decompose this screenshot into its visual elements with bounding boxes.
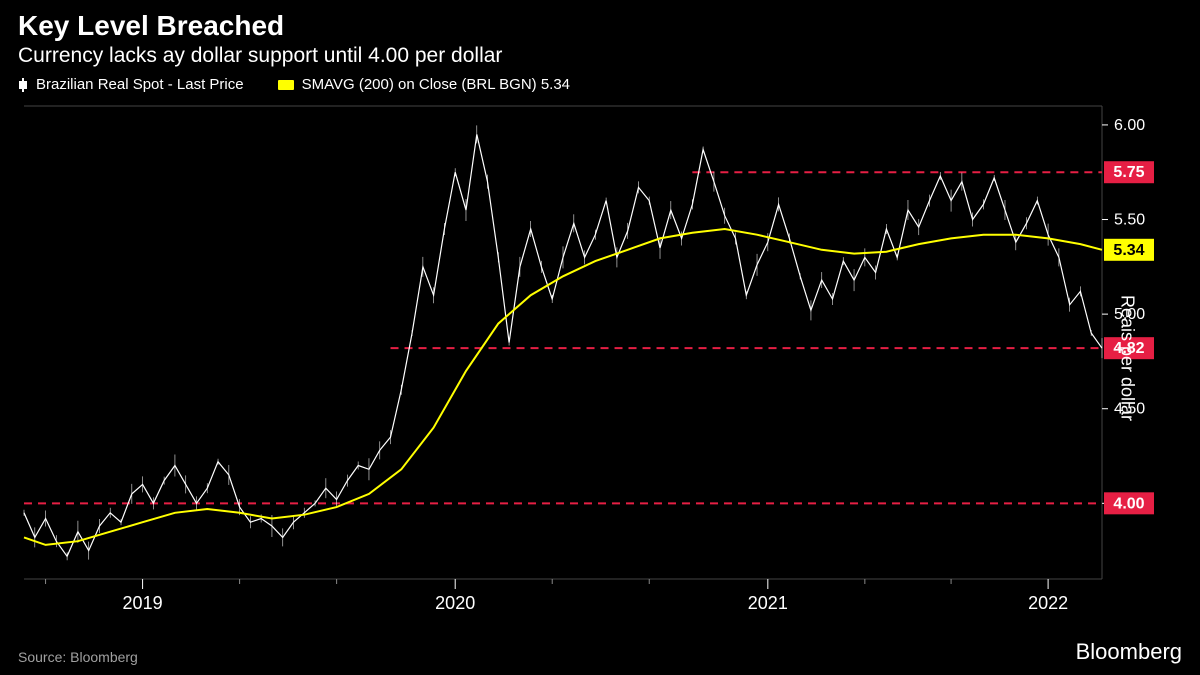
candle-icon <box>18 78 28 92</box>
svg-text:4.00: 4.00 <box>1113 495 1144 512</box>
svg-text:5.34: 5.34 <box>1113 242 1144 259</box>
chart-svg: 4.004.505.005.506.0020192020202120224.00… <box>18 100 1182 615</box>
chart-subtitle: Currency lacks ay dollar support until 4… <box>18 44 1182 68</box>
svg-text:2021: 2021 <box>748 593 788 613</box>
chart-legend: Brazilian Real Spot - Last Price SMAVG (… <box>0 72 1200 95</box>
source-label: Source: Bloomberg <box>18 649 138 665</box>
svg-text:6.00: 6.00 <box>1114 117 1145 134</box>
y-axis-label: Reais per dollar <box>1116 294 1137 420</box>
legend-series-1: Brazilian Real Spot - Last Price <box>36 76 244 93</box>
svg-text:2019: 2019 <box>123 593 163 613</box>
legend-series-2: SMAVG (200) on Close (BRL BGN) 5.34 <box>302 76 570 93</box>
brand-label: Bloomberg <box>1076 639 1182 665</box>
svg-text:5.75: 5.75 <box>1113 164 1144 181</box>
svg-text:2020: 2020 <box>435 593 475 613</box>
chart-header: Key Level Breached Currency lacks ay dol… <box>0 0 1200 72</box>
chart-footer: Source: Bloomberg Bloomberg <box>18 639 1182 665</box>
svg-text:5.50: 5.50 <box>1114 212 1145 229</box>
svg-text:2022: 2022 <box>1028 593 1068 613</box>
chart-area: 4.004.505.005.506.0020192020202120224.00… <box>18 100 1182 615</box>
chart-title: Key Level Breached <box>18 10 1182 42</box>
line-icon <box>278 80 294 90</box>
